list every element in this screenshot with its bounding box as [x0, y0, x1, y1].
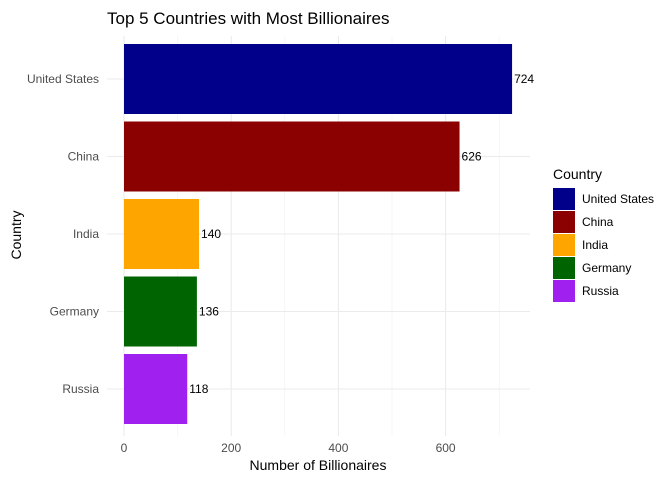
x-tick-label: 0 — [121, 441, 128, 455]
legend-key — [553, 257, 575, 279]
data-label: 724 — [514, 72, 534, 86]
legend-label: Russia — [582, 284, 619, 298]
y-tick-label: Russia — [62, 382, 99, 396]
x-axis-title: Number of Billionaires — [250, 457, 387, 473]
bar-russia — [124, 354, 188, 424]
chart-title: Top 5 Countries with Most Billionaires — [107, 9, 390, 28]
x-tick-label: 600 — [436, 441, 456, 455]
legend-key — [553, 234, 575, 256]
legend-key — [553, 188, 575, 210]
y-tick-label: India — [73, 227, 99, 241]
bar-united-states — [124, 44, 513, 114]
legend-label: Germany — [582, 261, 631, 275]
data-label: 626 — [462, 150, 482, 164]
legend-title: Country — [553, 166, 602, 182]
y-axis-title: Country — [8, 210, 24, 259]
legend-key — [553, 211, 575, 233]
y-tick-label: Germany — [50, 305, 99, 319]
legend-key — [553, 280, 575, 302]
legend: Country United States China India Germany Ru… — [553, 166, 654, 302]
data-labels: 724 626 140 136 118 — [189, 72, 534, 396]
legend-label: China — [582, 215, 614, 229]
data-label: 136 — [199, 305, 219, 319]
legend-label: India — [582, 238, 608, 252]
y-tick-label: China — [68, 150, 100, 164]
bar-germany — [124, 276, 197, 347]
data-label: 118 — [189, 382, 208, 396]
legend-label: United States — [582, 192, 654, 206]
y-axis-ticks: United States China India Germany Russia — [27, 72, 99, 396]
bar-india — [124, 199, 200, 269]
y-tick-label: United States — [27, 72, 99, 86]
bars — [124, 44, 513, 424]
x-tick-label: 200 — [221, 441, 241, 455]
bar-china — [124, 121, 460, 192]
x-axis-ticks: 0 200 400 600 — [121, 441, 456, 455]
x-tick-label: 400 — [328, 441, 348, 455]
data-label: 140 — [201, 227, 221, 241]
